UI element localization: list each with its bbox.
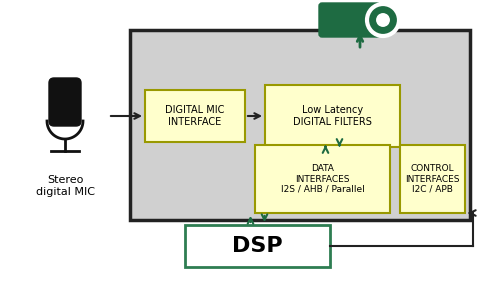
Circle shape [375,12,391,28]
Text: CONTROL
INTERFACES
I2C / APB: CONTROL INTERFACES I2C / APB [405,164,460,194]
Bar [130,30,470,220]
Bar [185,225,330,267]
Text: DATA
INTERFACES
I2S / AHB / Parallel: DATA INTERFACES I2S / AHB / Parallel [280,164,364,194]
FancyBboxPatch shape [319,3,380,37]
Circle shape [367,4,399,36]
Text: DIGITAL MIC
INTERFACE: DIGITAL MIC INTERFACE [166,105,224,127]
Text: Low Latency
DIGITAL FILTERS: Low Latency DIGITAL FILTERS [293,105,372,127]
Text: DSP: DSP [232,236,283,256]
Text: Stereo
digital MIC: Stereo digital MIC [36,175,94,197]
Bar [145,90,245,142]
Bar [255,145,390,213]
Bar [400,145,465,213]
FancyBboxPatch shape [49,78,81,126]
Bar [265,85,400,147]
